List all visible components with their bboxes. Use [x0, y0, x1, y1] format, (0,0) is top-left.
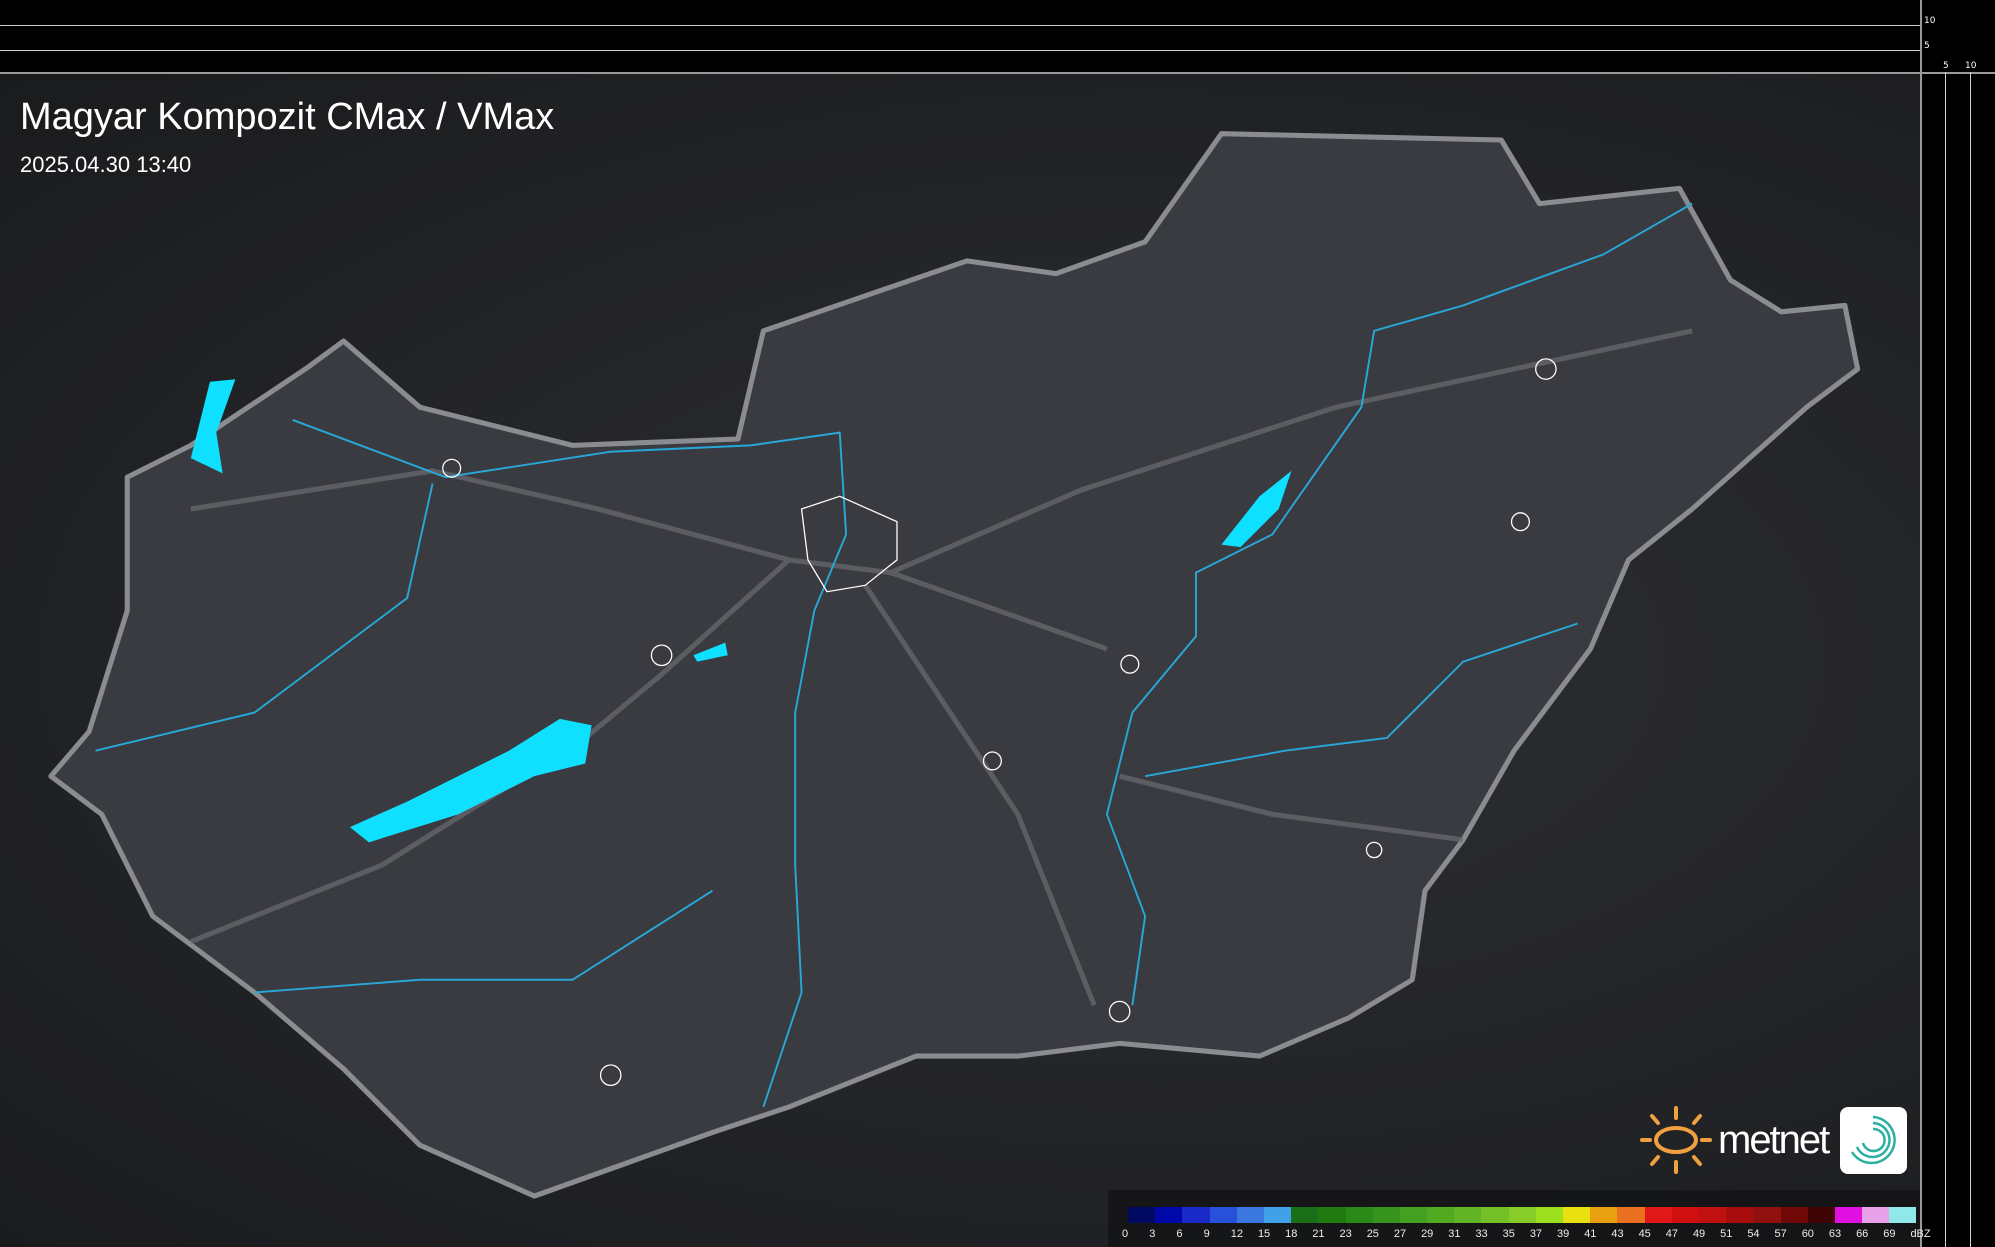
- right-panel-divider: [1920, 0, 1922, 1247]
- legend-swatch: [1508, 1207, 1536, 1223]
- hungary-country-shape: [48, 131, 1861, 1199]
- legend-swatch: [1644, 1207, 1672, 1223]
- map-title: Magyar Kompozit CMax / VMax: [20, 96, 555, 138]
- lake-velence: [693, 642, 728, 662]
- legend-tick: 43: [1611, 1228, 1624, 1240]
- legend-tick: 21: [1312, 1228, 1325, 1240]
- map-timestamp: 2025.04.30 13:40: [20, 152, 192, 177]
- legend-tick: 35: [1502, 1228, 1515, 1240]
- legend-swatch: [1182, 1207, 1210, 1223]
- scale-vline-5: [1945, 72, 1946, 1247]
- legend-swatch: [1753, 1207, 1781, 1223]
- scale-line-10: [0, 25, 1920, 26]
- legend-swatch: [1345, 1207, 1373, 1223]
- legend-tick: 9: [1203, 1228, 1210, 1240]
- metnet-logo-text: metnet: [1718, 1117, 1830, 1162]
- scale-label: 10: [1965, 61, 1977, 71]
- legend-swatch: [1563, 1207, 1591, 1223]
- legend-tick: 29: [1421, 1228, 1434, 1240]
- legend-tick: 47: [1665, 1228, 1678, 1240]
- legend-swatch: [1726, 1207, 1754, 1223]
- legend-swatch: [1481, 1207, 1509, 1223]
- legend-tick: 66: [1856, 1228, 1869, 1240]
- river-drava: [254, 889, 714, 994]
- legend-swatch: [1698, 1207, 1727, 1223]
- scale-label: 5: [1924, 41, 1930, 51]
- legend-swatch: [1807, 1207, 1835, 1223]
- legend-tick: 39: [1557, 1228, 1570, 1240]
- legend-tick: 57: [1774, 1228, 1787, 1240]
- lake-tisza: [1221, 470, 1292, 548]
- legend-tick: 60: [1801, 1228, 1814, 1240]
- header-divider: [0, 72, 1995, 74]
- legend-swatch: [1399, 1207, 1428, 1223]
- legend-swatch: [1209, 1207, 1237, 1223]
- scale-label: 5: [1943, 61, 1949, 71]
- legend-swatch: [1590, 1207, 1618, 1223]
- legend-swatch: [1128, 1207, 1156, 1223]
- river-raba: [95, 483, 434, 752]
- legend-swatch: [1318, 1207, 1346, 1223]
- legend-tick: 25: [1366, 1228, 1379, 1240]
- river-danube: [292, 419, 848, 1108]
- legend-tick: 63: [1828, 1228, 1842, 1240]
- rivers: [95, 202, 1693, 1108]
- scale-line-5: [0, 50, 1920, 51]
- legend-swatch: [1862, 1207, 1890, 1223]
- legend-tick: 45: [1638, 1228, 1651, 1240]
- lake-balaton: [349, 718, 592, 843]
- lake-ferto: [190, 379, 236, 474]
- legend-tick: 49: [1692, 1228, 1706, 1240]
- city-outlines: [442, 358, 1557, 1086]
- app-swirl-icon: [1840, 1107, 1907, 1174]
- metnet-logo: metnet: [1638, 1104, 1830, 1176]
- legend-swatch: [1889, 1207, 1917, 1223]
- legend-tick: 23: [1339, 1228, 1352, 1240]
- legend-tick: 31: [1448, 1228, 1461, 1240]
- dbz-color-legend: 0 3 6 9 12 15 18 21 23 25 27 29 31 33 35 37 39 41 43 45 47 49…: [1108, 1190, 1931, 1247]
- legend-tick: 54: [1747, 1228, 1760, 1240]
- legend-tick: 27: [1393, 1228, 1407, 1240]
- legend-swatch: [1427, 1207, 1455, 1223]
- legend-tick: 0: [1122, 1228, 1129, 1240]
- river-koros: [1144, 622, 1578, 778]
- legend-swatch: [1236, 1207, 1264, 1223]
- legend-swatch: [1834, 1207, 1863, 1223]
- legend-tick: 51: [1720, 1228, 1733, 1240]
- legend-swatch: [1454, 1207, 1482, 1223]
- legend-tick: 12: [1230, 1228, 1243, 1240]
- river-tisza: [1105, 202, 1693, 1006]
- legend-swatch: [1291, 1207, 1319, 1223]
- legend-swatch: [1535, 1207, 1563, 1223]
- legend-swatch: [1372, 1207, 1400, 1223]
- legend-tick: 6: [1176, 1228, 1183, 1240]
- legend-swatch: [1155, 1207, 1183, 1223]
- legend-swatch: [1263, 1207, 1292, 1223]
- sun-icon: [1640, 1106, 1712, 1174]
- legend-swatch: [1671, 1207, 1699, 1223]
- legend-color-bar: [1128, 1207, 1917, 1223]
- scale-vline-10: [1970, 72, 1971, 1247]
- legend-tick-labels: 0 3 6 9 12 15 18 21 23 25 27 29 31 33 35 37 39 41 43 45 47 49…: [1122, 1228, 1938, 1240]
- legend-tick: 41: [1584, 1228, 1597, 1240]
- legend-swatch: [1617, 1207, 1645, 1223]
- legend-tick: 15: [1257, 1228, 1271, 1240]
- legend-tick: 3: [1149, 1228, 1156, 1240]
- legend-unit: dBZ: [1910, 1228, 1931, 1240]
- lakes: [190, 379, 1292, 843]
- legend-tick: 33: [1475, 1228, 1488, 1240]
- legend-tick: 37: [1529, 1228, 1543, 1240]
- budapest-outline: [800, 495, 898, 593]
- scale-label: 10: [1924, 16, 1936, 26]
- legend-swatch: [1780, 1207, 1808, 1223]
- legend-tick: 69: [1883, 1228, 1896, 1240]
- legend-tick: 18: [1285, 1228, 1298, 1240]
